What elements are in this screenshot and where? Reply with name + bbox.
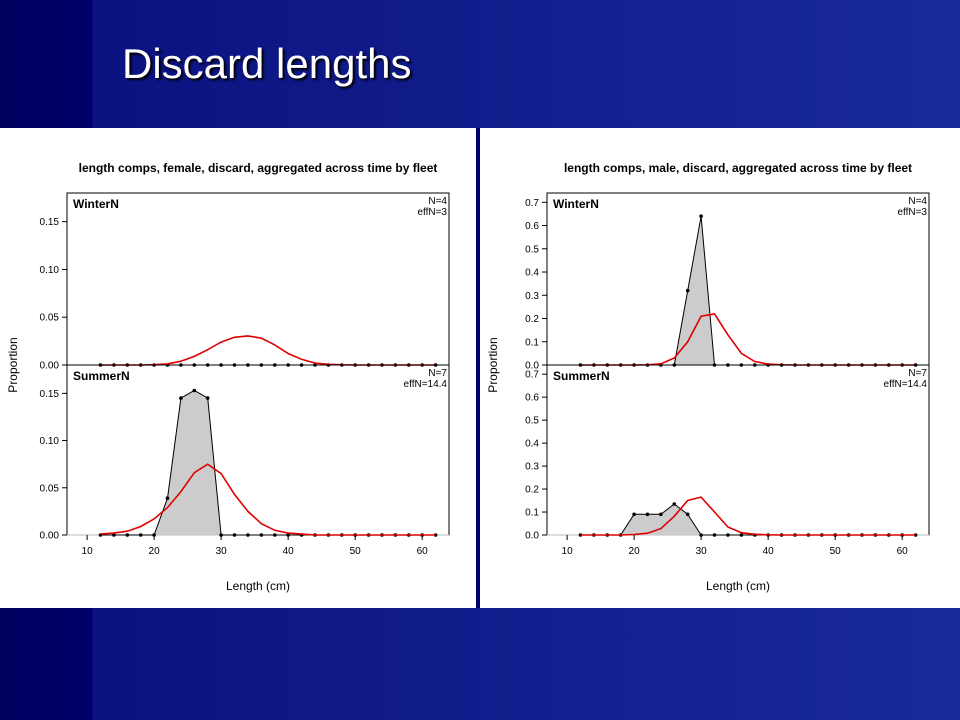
x-tick-label: 20 (629, 546, 641, 557)
x-tick-label: 40 (763, 546, 775, 557)
panel-name: SummerN (553, 369, 610, 383)
panel-n-label: N=4 (908, 196, 927, 207)
panel-name: SummerN (73, 369, 130, 383)
female-chart: length comps, female, discard, aggregate… (0, 128, 476, 608)
observed-point (273, 533, 277, 537)
expected-line (100, 463, 436, 536)
observed-point (433, 533, 438, 537)
x-tick-label: 10 (562, 546, 574, 557)
y-tick-label: 0.5 (525, 416, 539, 427)
observed-point (205, 396, 210, 400)
panel-effn-label: effN=3 (897, 207, 927, 218)
observed-point (232, 533, 237, 537)
y-tick-label: 0.4 (525, 268, 539, 279)
chart-title: length comps, female, discard, aggregate… (79, 161, 438, 175)
expected-line (580, 496, 916, 536)
y-tick-label: 0.2 (525, 314, 539, 325)
panel-n-label: N=4 (428, 196, 447, 207)
y-axis-label: Proportion (6, 337, 20, 392)
y-tick-label: 0.2 (525, 485, 539, 496)
observed-line (580, 216, 916, 366)
x-tick-label: 30 (696, 546, 708, 557)
y-tick-label: 0.05 (40, 313, 60, 324)
panel-effn-label: effN=14.4 (884, 379, 928, 390)
y-tick-label: 0.10 (40, 436, 60, 447)
panel-frame-wintern (66, 192, 450, 366)
observed-point (179, 396, 183, 400)
observed-point (645, 512, 650, 517)
female-length-comps-chart: length comps, female, discard, aggregate… (6, 161, 450, 593)
title-band (0, 0, 960, 128)
observed-point (685, 288, 690, 293)
observed-point (685, 512, 690, 517)
y-tick-label: 0.4 (525, 439, 539, 450)
x-axis-label: Length (cm) (226, 579, 290, 593)
observed-point (192, 388, 197, 393)
y-tick-label: 0.7 (525, 198, 539, 209)
x-axis-label: Length (cm) (706, 579, 770, 593)
panel-frame-summern (546, 364, 930, 536)
observed-point (138, 533, 143, 537)
expected-line (580, 313, 916, 366)
observed-point (259, 533, 264, 537)
panel-name: WinterN (73, 197, 119, 211)
observed-point (632, 512, 636, 517)
y-tick-label: 0.0 (525, 531, 539, 542)
male-length-comps-chart: length comps, male, discard, aggregated … (486, 161, 930, 593)
y-tick-label: 0.3 (525, 291, 539, 302)
panel-name: WinterN (553, 197, 599, 211)
observed-point (246, 533, 250, 537)
y-tick-label: 0.15 (40, 217, 60, 228)
observed-point (726, 533, 730, 537)
panel-frame-summern (66, 364, 450, 536)
observed-area (580, 216, 916, 365)
y-tick-label: 0.1 (525, 508, 539, 519)
observed-point (672, 502, 677, 506)
x-tick-label: 40 (283, 546, 295, 557)
panel-n-label: N=7 (428, 368, 447, 379)
y-tick-label: 0.6 (525, 221, 539, 232)
observed-line (100, 389, 436, 536)
observed-point (112, 533, 116, 537)
chart-title: length comps, male, discard, aggregated … (564, 161, 912, 175)
panel-divider (476, 128, 480, 608)
x-tick-label: 50 (350, 546, 362, 557)
panel-n-label: N=7 (908, 368, 927, 379)
y-tick-label: 0.0 (525, 361, 539, 372)
y-tick-label: 0.7 (525, 370, 539, 381)
observed-point (165, 496, 170, 501)
observed-point (699, 214, 703, 218)
y-tick-label: 0.10 (40, 265, 60, 276)
x-tick-label: 30 (216, 546, 228, 557)
panel-frame-wintern (546, 192, 930, 366)
x-tick-label: 60 (897, 546, 909, 557)
figure-area: length comps, female, discard, aggregate… (0, 128, 960, 608)
observed-area (100, 390, 436, 535)
y-tick-label: 0.5 (525, 244, 539, 255)
observed-point (913, 533, 918, 537)
y-tick-label: 0.6 (525, 393, 539, 404)
y-tick-label: 0.1 (525, 337, 539, 348)
x-tick-label: 10 (82, 546, 94, 557)
observed-point (659, 512, 663, 517)
x-tick-label: 50 (830, 546, 842, 557)
observed-point (125, 533, 130, 537)
panel-effn-label: effN=14.4 (404, 379, 448, 390)
y-tick-label: 0.3 (525, 462, 539, 473)
panel-effn-label: effN=3 (417, 207, 447, 218)
observed-point (739, 533, 744, 537)
y-tick-label: 0.15 (40, 389, 60, 400)
male-chart: length comps, male, discard, aggregated … (480, 128, 956, 608)
y-tick-label: 0.00 (40, 531, 60, 542)
expected-line (100, 335, 436, 366)
observed-point (712, 533, 717, 537)
x-tick-label: 60 (417, 546, 429, 557)
y-tick-label: 0.05 (40, 483, 60, 494)
slide-title: Discard lengths (122, 40, 412, 87)
y-axis-label: Proportion (486, 337, 500, 392)
footer-band (0, 608, 960, 720)
x-tick-label: 20 (149, 546, 161, 557)
y-tick-label: 0.00 (40, 361, 60, 372)
